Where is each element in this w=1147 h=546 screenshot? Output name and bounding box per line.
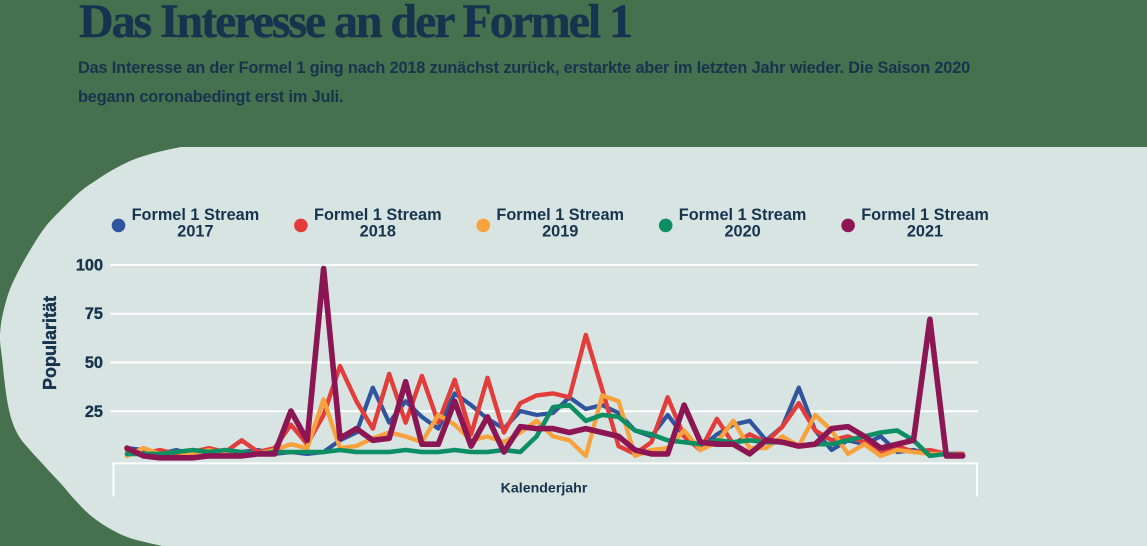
svg-text:Popularität: Popularität [40, 296, 60, 390]
svg-text:Formel 1 Stream: Formel 1 Stream [132, 206, 260, 224]
svg-text:50: 50 [85, 354, 103, 372]
svg-text:2021: 2021 [907, 222, 943, 240]
svg-text:2017: 2017 [177, 222, 213, 240]
svg-text:2019: 2019 [542, 222, 578, 240]
svg-text:Formel 1 Stream: Formel 1 Stream [314, 206, 442, 224]
svg-text:Formel 1 Stream: Formel 1 Stream [679, 206, 807, 224]
svg-text:begann coronabedingt erst im J: begann coronabedingt erst im Juli. [78, 88, 343, 106]
svg-text:Formel 1 Stream: Formel 1 Stream [496, 206, 624, 224]
svg-text:Formel 1 Stream: Formel 1 Stream [861, 206, 989, 224]
svg-text:25: 25 [85, 403, 103, 421]
svg-text:75: 75 [85, 305, 103, 323]
svg-text:Das Interesse an der Formel 1: Das Interesse an der Formel 1 ging nach … [78, 59, 970, 77]
svg-text:100: 100 [76, 256, 103, 274]
svg-text:Das Interesse an der Formel 1: Das Interesse an der Formel 1 [79, 0, 631, 48]
svg-text:Kalenderjahr: Kalenderjahr [501, 481, 588, 497]
svg-text:2020: 2020 [724, 222, 760, 240]
svg-text:2018: 2018 [360, 222, 396, 240]
